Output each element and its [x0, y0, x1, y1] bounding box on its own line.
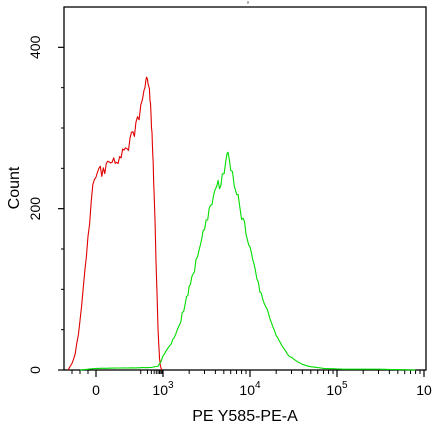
x-tick-label: 0: [92, 382, 100, 398]
x-tick-label-exponent: 5: [342, 380, 348, 391]
x-tick-label-base: 0: [92, 382, 100, 398]
y-tick-label: 200: [27, 197, 43, 221]
y-axis-ticks: 0 200 400: [27, 35, 64, 374]
x-tick-label-exponent: 4: [255, 380, 261, 391]
series-line-1: [67, 76, 163, 371]
y-tick-label: 0: [27, 366, 43, 374]
x-tick-label: 105: [326, 380, 348, 398]
x-tick-label-base: 10: [152, 382, 168, 398]
y-axis-label: Count: [6, 166, 23, 209]
x-tick-label-base: 10: [416, 382, 432, 398]
series-line-2: [79, 151, 416, 371]
x-tick-label: 103: [152, 380, 174, 398]
x-tick-label-base: 10: [326, 382, 342, 398]
plot-frame: [63, 6, 427, 371]
x-axis-ticks: 0 103 104 105 10: [71, 370, 432, 398]
top-marker: ʼ: [247, 1, 249, 12]
x-tick-label-exponent: 3: [168, 380, 174, 391]
x-tick-label: 104: [239, 380, 261, 398]
x-tick-label: 10: [416, 382, 432, 398]
series-layer: [67, 76, 416, 371]
y-tick-label: 400: [27, 35, 43, 59]
x-axis-label: PE Y585-PE-A: [192, 408, 298, 425]
x-tick-label-base: 10: [239, 382, 255, 398]
